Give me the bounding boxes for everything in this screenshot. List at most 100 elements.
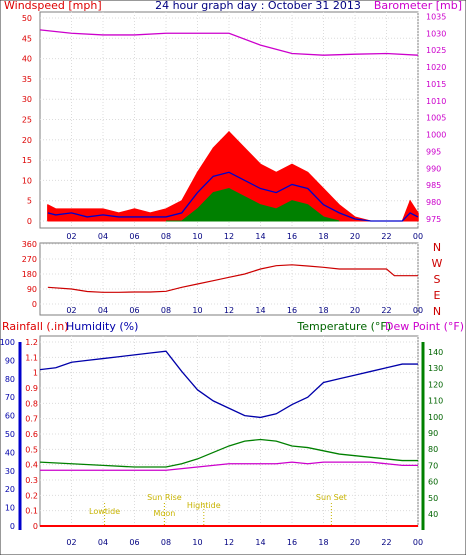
barometer-tick-label: 990 — [426, 164, 441, 173]
temperature-tick-label: 140 — [428, 348, 443, 357]
humidity-tick-label: 0 — [10, 522, 15, 531]
wind-panel-x-ticks: 02 04 06 08 10 12 14 16 18 20 22 00 — [66, 232, 423, 241]
x-tick-label: 16 — [287, 538, 297, 547]
direction-tick-label: 180 — [22, 270, 37, 279]
wind-average-line — [47, 171, 419, 222]
compass-label: N — [433, 305, 441, 318]
x-tick-label: 10 — [192, 232, 202, 241]
x-tick-label: 14 — [255, 232, 265, 241]
barometer-tick-label: 1015 — [426, 80, 446, 89]
annotation-label: Lowtide — [89, 507, 120, 516]
direction-panel-series — [47, 264, 418, 293]
rainfall-tick-label: 1.2 — [25, 338, 38, 347]
humidity-ticks: 0 10 20 30 40 50 60 70 80 90 100 — [0, 338, 15, 531]
windspeed-tick-label: 15 — [22, 156, 32, 165]
windspeed-tick-label: 0 — [27, 217, 32, 226]
rainfall-tick-label: 0.8 — [25, 399, 38, 408]
compass-label: E — [434, 289, 441, 302]
windspeed-tick-label: 45 — [22, 34, 32, 43]
x-tick-label: 08 — [161, 232, 171, 241]
humidity-tick-label: 100 — [0, 338, 15, 347]
x-tick-label: 08 — [161, 538, 171, 547]
windspeed-tick-label: 35 — [22, 75, 32, 84]
climate-panel-series — [39, 350, 418, 527]
x-tick-label: 04 — [98, 232, 108, 241]
direction-tick-label: 90 — [27, 285, 37, 294]
windspeed-tick-label: 30 — [22, 95, 32, 104]
x-tick-label: 02 — [66, 538, 76, 547]
x-tick-label: 10 — [192, 306, 202, 315]
annotation-label: Sun Set — [316, 493, 347, 502]
rainfall-tick-label: 0.2 — [25, 491, 38, 500]
direction-panel-left-ticks: 0 90 180 270 360 — [22, 240, 37, 309]
direction-tick-label: 270 — [22, 255, 37, 264]
humidity-tick-label: 60 — [5, 412, 15, 421]
wind-panel-right-ticks: 975 980 985 990 995 1000 1005 1010 1015 1020 1025 1… — [426, 12, 446, 224]
rainfall-tick-label: 0 — [33, 522, 38, 531]
barometer-tick-label: 1025 — [426, 46, 446, 55]
humidity-axis-label: Humidity (%) — [66, 320, 138, 333]
dewpoint-line — [40, 461, 418, 471]
humidity-tick-label: 10 — [5, 504, 15, 513]
barometer-tick-label: 1010 — [426, 97, 446, 106]
compass-label: W — [432, 257, 443, 270]
annotation-label: Sun Rise — [147, 493, 182, 502]
temperature-tick-label: 130 — [428, 364, 443, 373]
humidity-line — [39, 350, 418, 419]
barometer-tick-label: 985 — [426, 181, 441, 190]
x-tick-label: 02 — [66, 306, 76, 315]
annotation-label: Hightide — [187, 501, 221, 510]
rainfall-tick-label: 0.6 — [25, 430, 38, 439]
rainfall-tick-label: 1.1 — [25, 353, 38, 362]
x-tick-label: 22 — [381, 306, 391, 315]
rainfall-tick-label: 0.3 — [25, 476, 38, 485]
wind-direction-line — [47, 264, 418, 293]
windspeed-tick-label: 10 — [22, 176, 32, 185]
direction-tick-label: 0 — [32, 300, 37, 309]
chart-title: 24 hour graph day : October 31 2013 — [155, 0, 361, 12]
barometer-tick-label: 995 — [426, 147, 441, 156]
barometer-tick-label: 975 — [426, 215, 441, 224]
humidity-tick-label: 90 — [5, 356, 15, 365]
compass-label: N — [433, 241, 441, 254]
x-tick-label: 22 — [381, 232, 391, 241]
x-tick-label: 20 — [350, 306, 360, 315]
barometer-axis-label: Barometer [mb] — [374, 0, 462, 12]
temperature-tick-label: 90 — [428, 429, 438, 438]
barometer-tick-label: 1005 — [426, 114, 446, 123]
x-tick-label: 16 — [287, 306, 297, 315]
temperature-tick-label: 70 — [428, 461, 438, 470]
x-tick-label: 08 — [161, 306, 171, 315]
x-tick-label: 06 — [129, 232, 139, 241]
x-tick-label: 04 — [98, 538, 108, 547]
x-tick-label: 10 — [192, 538, 202, 547]
x-tick-label: 14 — [255, 538, 265, 547]
rainfall-ticks: 0 0.1 0.2 0.3 0.4 0.5 0.6 0.7 0.8 0.9 1 1.1 1.2 — [25, 338, 38, 531]
temperature-tick-label: 110 — [428, 397, 443, 406]
temperature-tick-label: 50 — [428, 494, 438, 503]
x-tick-label: 18 — [318, 306, 328, 315]
temperature-line — [39, 438, 418, 468]
x-tick-label: 00 — [413, 232, 423, 241]
x-tick-label: 12 — [224, 306, 234, 315]
x-tick-label: 18 — [318, 232, 328, 241]
wind-panel-left-ticks: 0 5 10 15 20 25 30 35 40 45 50 — [22, 14, 32, 226]
barometer-tick-label: 980 — [426, 198, 441, 207]
humidity-tick-label: 70 — [5, 393, 15, 402]
rainfall-tick-label: 0.7 — [25, 415, 38, 424]
humidity-tick-label: 50 — [5, 430, 15, 439]
windspeed-axis-label: Windspeed [mph] — [4, 0, 102, 12]
windspeed-tick-label: 25 — [22, 116, 32, 125]
x-tick-label: 00 — [413, 306, 423, 315]
windspeed-tick-label: 50 — [22, 14, 32, 23]
rainfall-axis-label: Rainfall (.in) — [2, 320, 69, 333]
barometer-tick-label: 1030 — [426, 29, 446, 38]
x-tick-label: 06 — [129, 538, 139, 547]
temperature-tick-label: 120 — [428, 380, 443, 389]
x-tick-label: 12 — [224, 538, 234, 547]
x-tick-label: 22 — [381, 538, 391, 547]
windspeed-tick-label: 20 — [22, 136, 32, 145]
